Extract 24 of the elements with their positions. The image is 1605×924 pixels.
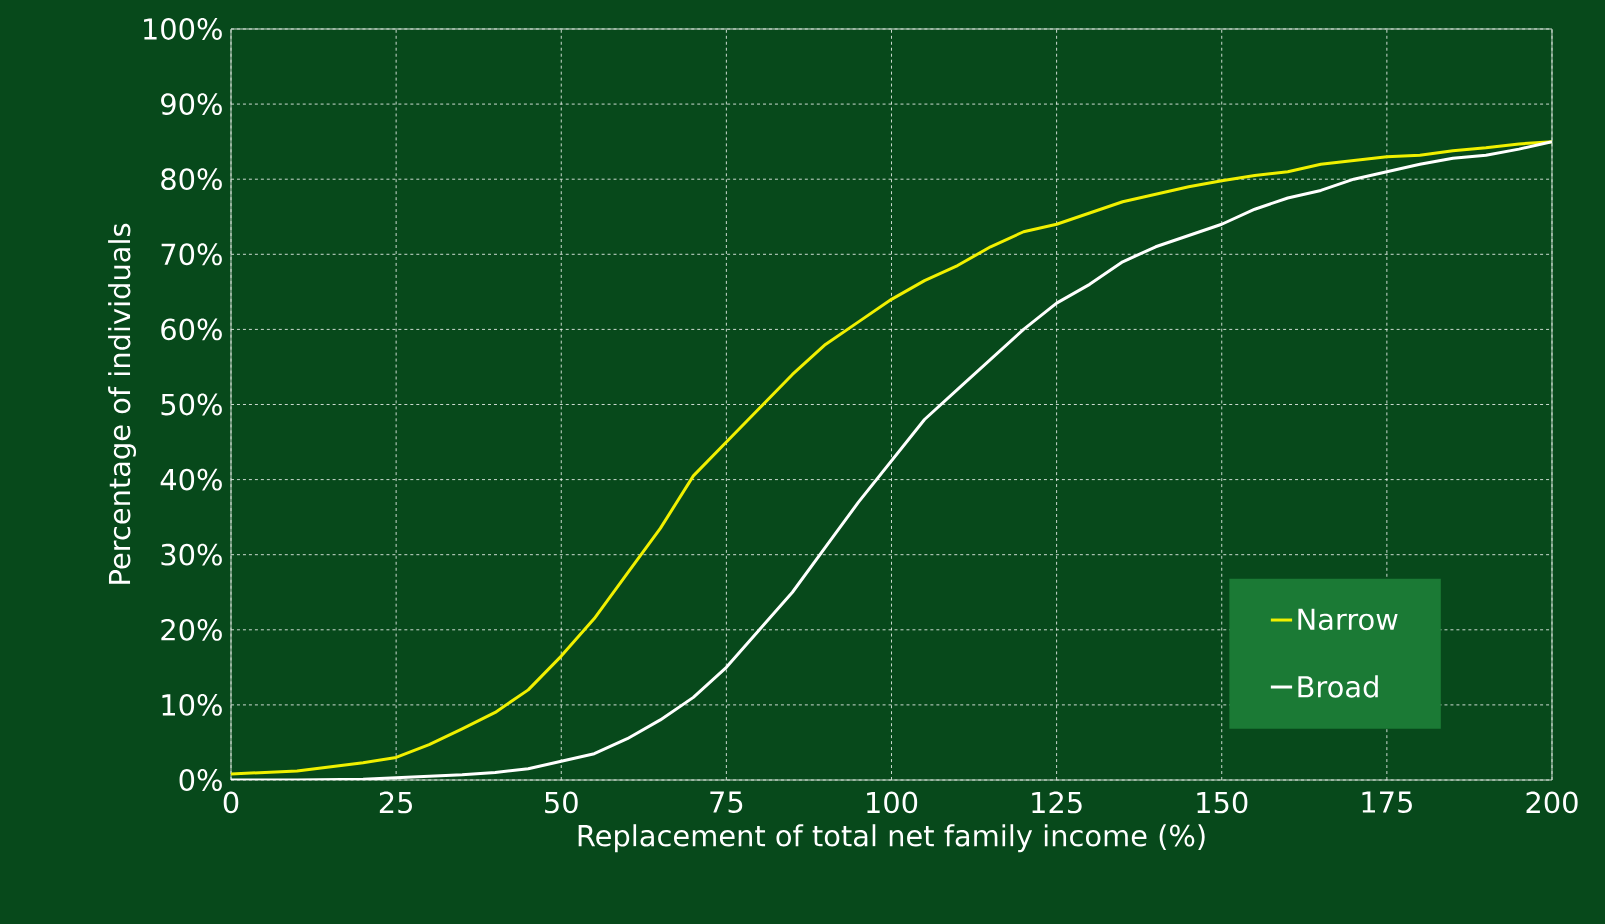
x-tick-label: 0 <box>223 791 239 814</box>
y-tick-label: 80% <box>161 168 222 191</box>
legend-label: Broad <box>1298 675 1378 698</box>
y-tick-label: 50% <box>161 393 222 416</box>
y-tick-label: 90% <box>161 93 222 116</box>
legend-label: Narrow <box>1298 608 1398 631</box>
x-axis-title: Replacement of total net family income (%) <box>578 824 1205 853</box>
y-axis-title: Percentage of individuals <box>108 223 137 584</box>
y-tick-label: 30% <box>161 543 222 566</box>
x-tick-label: 175 <box>1362 791 1412 813</box>
x-tick-label: 125 <box>1032 791 1082 814</box>
x-tick-label: 25 <box>379 791 412 814</box>
y-tick-label: 100% <box>144 18 222 40</box>
y-tick-label: 10% <box>162 693 222 716</box>
y-tick-label: 20% <box>161 618 222 641</box>
y-tick-label: 70% <box>161 243 222 266</box>
y-tick-label: 40% <box>160 468 222 491</box>
x-tick-label: 75 <box>710 791 743 813</box>
x-tick-label: 100 <box>867 791 918 814</box>
x-tick-label: 50 <box>545 791 578 814</box>
x-tick-label: 150 <box>1197 791 1248 814</box>
y-tick-label: 0% <box>179 769 222 791</box>
x-tick-label: 200 <box>1526 791 1578 814</box>
y-tick-label: 60% <box>161 318 222 341</box>
